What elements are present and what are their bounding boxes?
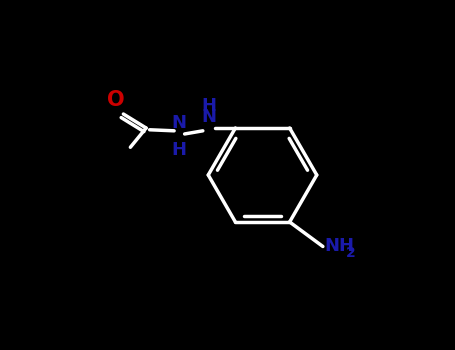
- Text: NH: NH: [324, 238, 354, 255]
- Text: 2: 2: [346, 246, 356, 260]
- Text: O: O: [107, 90, 125, 110]
- Text: N: N: [172, 113, 187, 132]
- Text: N: N: [202, 108, 217, 126]
- Text: H: H: [202, 97, 217, 115]
- Text: H: H: [172, 141, 187, 159]
